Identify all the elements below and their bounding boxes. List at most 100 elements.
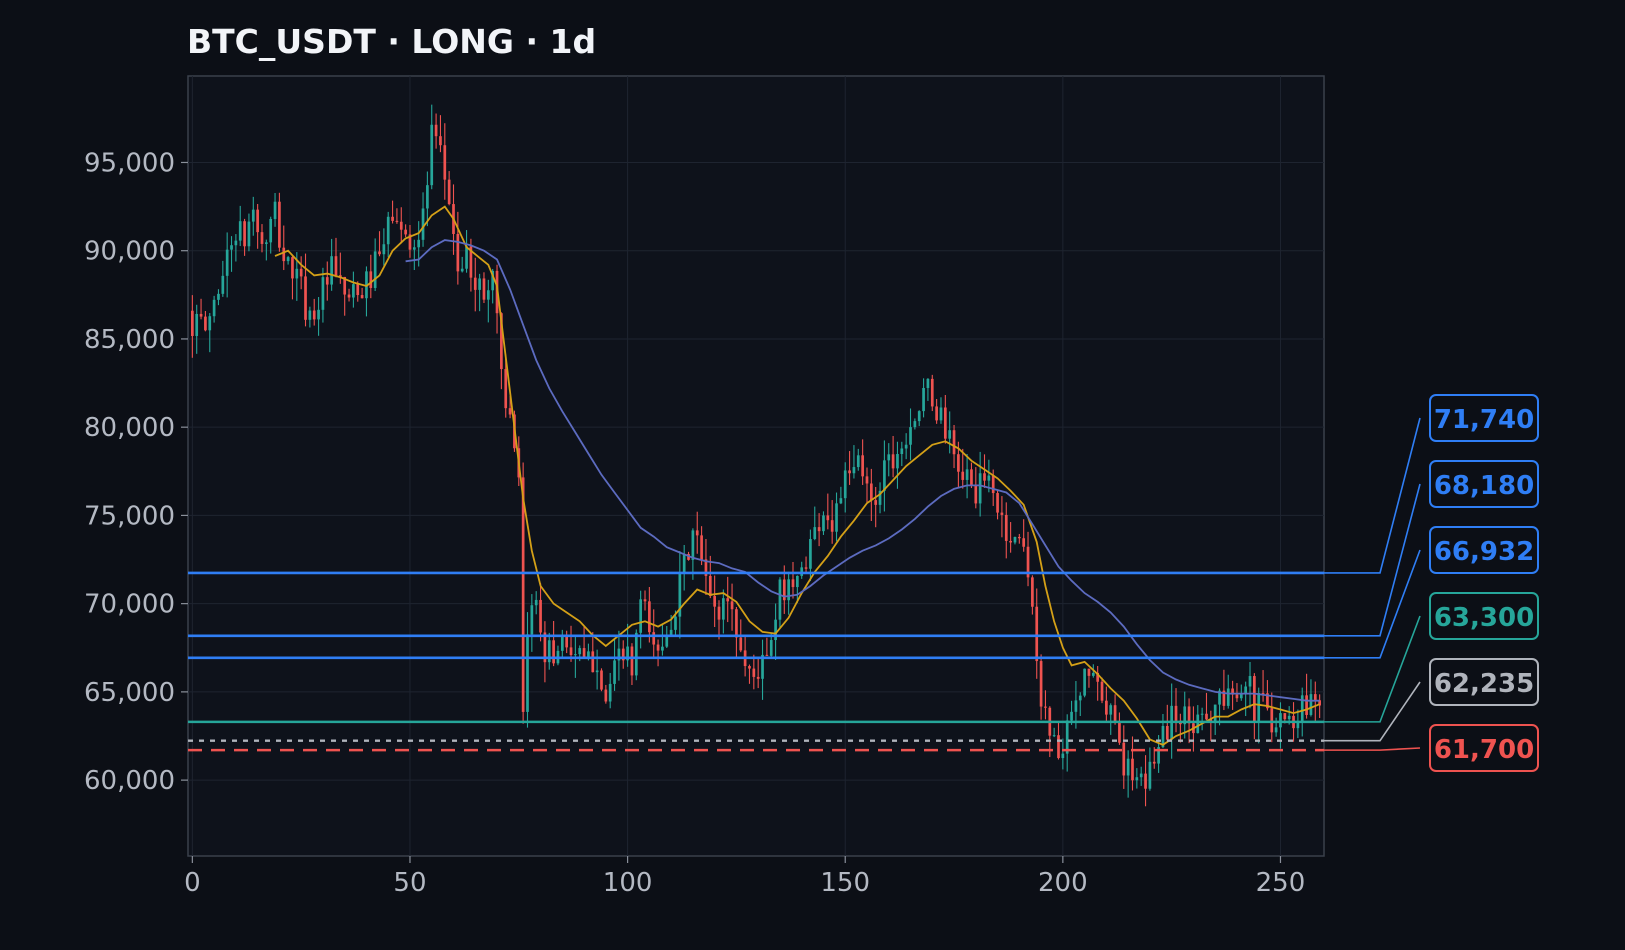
candle-body	[1157, 747, 1160, 764]
candle-body	[835, 503, 838, 532]
candle-body	[269, 218, 273, 243]
candle-body	[404, 229, 407, 235]
candle-body	[843, 470, 847, 499]
candle-body	[1091, 672, 1095, 676]
candle-body	[1078, 695, 1082, 701]
candle-body	[1122, 742, 1126, 776]
candle-body	[817, 527, 821, 532]
y-tick-label: 90,000	[84, 237, 175, 267]
candle-body	[569, 647, 573, 656]
candle-body	[565, 635, 569, 648]
candle-body	[426, 185, 429, 209]
candle-body	[878, 490, 882, 505]
candle-body	[1057, 735, 1060, 759]
candle-body	[804, 567, 808, 569]
candle-body	[922, 387, 925, 412]
candle-body	[260, 232, 264, 244]
candle-body	[961, 471, 965, 480]
candle-body	[1074, 700, 1078, 712]
candle-body	[256, 209, 259, 233]
x-tick-label: 0	[184, 868, 201, 898]
candle-body	[1152, 761, 1156, 764]
candle-body	[930, 378, 934, 407]
candle-body	[1274, 727, 1278, 733]
candle-body	[412, 247, 416, 250]
candle-body	[325, 277, 329, 285]
plot-area	[187, 75, 1325, 857]
candle-body	[473, 277, 477, 290]
candle-body	[695, 530, 699, 536]
candle-body	[900, 448, 904, 455]
candle-body	[1174, 705, 1178, 721]
level-badge	[1429, 460, 1539, 508]
candle-body	[208, 316, 212, 331]
candle-body	[486, 290, 490, 300]
candle-body	[439, 136, 442, 146]
candle-body	[1039, 661, 1043, 707]
candle-body	[191, 310, 194, 337]
candle-body	[1226, 688, 1230, 706]
candle-body	[547, 640, 551, 663]
candle-body	[1257, 692, 1261, 723]
candle-body	[1009, 540, 1012, 543]
candle-body	[1087, 668, 1091, 676]
candle-body	[421, 208, 425, 240]
candle-body	[865, 476, 869, 484]
candle-body	[630, 646, 634, 676]
candle-body	[852, 467, 856, 474]
candle-body	[800, 567, 804, 576]
candle-body	[543, 632, 547, 663]
candle-body	[761, 654, 764, 679]
candle-body	[713, 596, 717, 607]
candle-body	[478, 278, 481, 290]
candle-body	[1083, 668, 1086, 696]
level-connector	[1324, 747, 1421, 751]
level-badge-label: 68,180	[1434, 471, 1534, 501]
level-badge-label: 61,700	[1434, 735, 1534, 765]
candle-body	[469, 246, 473, 278]
candle-body	[460, 268, 464, 272]
candle-body	[1283, 713, 1287, 720]
candle-body	[661, 646, 664, 651]
level-badge	[1429, 724, 1539, 772]
candle-body	[983, 473, 986, 481]
x-tick-label: 100	[603, 868, 653, 898]
candle-body	[1287, 715, 1291, 720]
candle-body	[234, 240, 238, 246]
candle-body	[1200, 713, 1204, 715]
candle-body	[321, 277, 325, 310]
candle-body	[1165, 725, 1169, 740]
candle-body	[887, 454, 891, 461]
y-tick-label: 95,000	[84, 148, 175, 178]
level-badge	[1429, 658, 1539, 706]
candle-body	[952, 430, 956, 455]
ma-slow-line	[405, 239, 1320, 702]
candle-body	[748, 666, 751, 669]
grid	[188, 76, 1324, 856]
candle-body	[395, 220, 399, 222]
candle-body	[1061, 753, 1065, 759]
chart-title: BTC_USDT · LONG · 1d	[187, 22, 596, 61]
candle-body	[795, 575, 799, 588]
candle-body	[965, 469, 969, 480]
candle-body	[1139, 773, 1143, 778]
candle-body	[1004, 514, 1008, 541]
candle-body	[665, 635, 669, 647]
candle-body	[360, 295, 364, 299]
candle-body	[1205, 713, 1208, 720]
candle-body	[1044, 706, 1047, 708]
candle-body	[204, 316, 207, 331]
level-badge	[1429, 592, 1539, 640]
candle-body	[1148, 761, 1152, 789]
candle-body	[948, 430, 952, 439]
candle-body	[826, 515, 830, 521]
candle-body	[682, 554, 686, 573]
candle-body	[430, 124, 434, 186]
candle-body	[639, 599, 643, 633]
candle-body	[1266, 693, 1269, 709]
level-badge-label: 71,740	[1434, 405, 1534, 435]
candle-body	[291, 257, 294, 279]
candle-body	[1031, 577, 1034, 607]
candle-body	[830, 520, 834, 532]
candle-body	[722, 598, 725, 620]
